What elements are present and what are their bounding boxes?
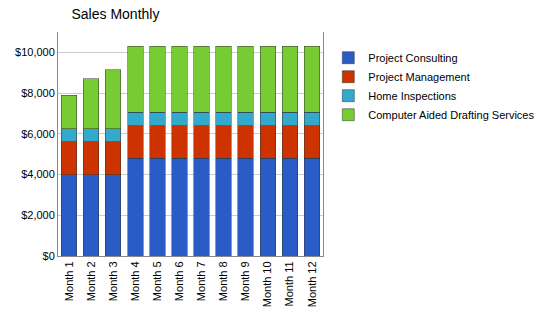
svg-text:Home Inspections: Home Inspections xyxy=(368,90,457,102)
svg-text:Month 11: Month 11 xyxy=(283,261,295,306)
svg-text:$8,000: $8,000 xyxy=(21,87,55,99)
svg-text:Month 2: Month 2 xyxy=(85,261,97,301)
svg-text:$10,000: $10,000 xyxy=(15,46,55,58)
svg-text:Month 8: Month 8 xyxy=(217,261,229,301)
svg-text:Month 3: Month 3 xyxy=(107,261,119,301)
svg-text:Month 9: Month 9 xyxy=(239,261,251,301)
svg-text:$6,000: $6,000 xyxy=(21,128,55,140)
svg-text:Project Consulting: Project Consulting xyxy=(368,52,457,64)
svg-text:$2,000: $2,000 xyxy=(21,209,55,221)
svg-text:Month 5: Month 5 xyxy=(151,261,163,301)
svg-text:Month 12: Month 12 xyxy=(306,261,318,307)
svg-text:$4,000: $4,000 xyxy=(21,168,55,180)
svg-text:Month 4: Month 4 xyxy=(129,261,141,301)
svg-text:$0: $0 xyxy=(43,250,55,262)
svg-text:Month 7: Month 7 xyxy=(195,261,207,301)
svg-text:Month 6: Month 6 xyxy=(173,261,185,301)
svg-text:Month 1: Month 1 xyxy=(63,261,75,301)
svg-text:Computer Aided Drafting Servic: Computer Aided Drafting Services xyxy=(368,109,534,121)
svg-text:Sales Monthly: Sales Monthly xyxy=(72,6,160,22)
svg-text:Month 10: Month 10 xyxy=(261,261,273,307)
svg-text:Project Management: Project Management xyxy=(368,71,470,83)
